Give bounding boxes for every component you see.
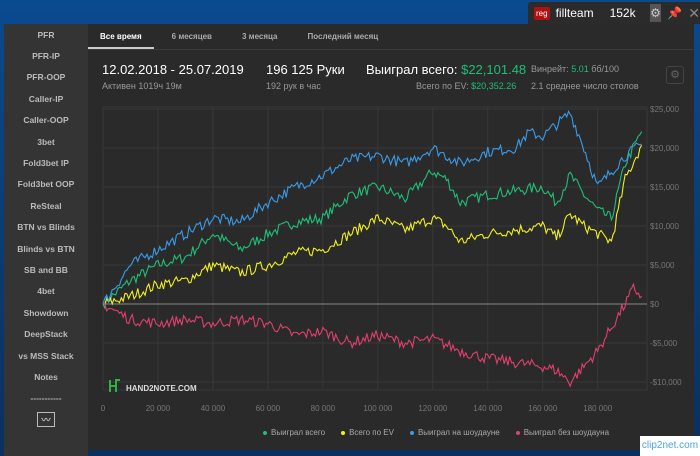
sidebar-item[interactable]: vs MSS Stack (18, 350, 74, 361)
winrate-unit: бб/100 (591, 64, 620, 74)
plot-frame (102, 106, 648, 391)
legend-item[interactable]: Выиграл всего (263, 428, 325, 437)
legend-item[interactable]: Выиграл без шоудауна (515, 428, 610, 437)
series-line (102, 110, 642, 305)
summary: 12.02.2018 - 25.07.2019 Активен 1019ч 19… (88, 50, 694, 100)
sidebar-item[interactable]: ----------- (30, 393, 62, 404)
sidebar-item[interactable]: Fold3bet IP (23, 158, 69, 169)
ev-label: Всего по EV: (416, 81, 469, 91)
x-tick-label: 120 000 (418, 404, 447, 413)
y-tick-label: $0 (650, 300, 659, 309)
won-label: Выиграл всего: (366, 62, 458, 77)
period-tabs: Все время 6 месяцев 3 месяца Последний меся… (88, 24, 694, 50)
date-range: 12.02.2018 - 25.07.2019 (102, 62, 244, 77)
legend-label: Выиграл без шоудауна (523, 428, 610, 437)
legend-item[interactable]: Всего по EV (341, 428, 394, 437)
hand2note-logo-icon (109, 379, 120, 392)
series-line (102, 131, 643, 310)
sidebar-item[interactable]: BTN vs Blinds (17, 222, 75, 233)
x-tick-label: 80 000 (311, 404, 336, 413)
avg-tables: 2.1 среднее число столов (531, 81, 639, 91)
y-tick-label: -$5,000 (650, 339, 678, 348)
legend-label: Всего по EV (349, 428, 394, 437)
y-tick-label: -$10,000 (650, 378, 682, 387)
sidebar-item[interactable]: Showdown (23, 307, 69, 318)
hud-topbar: reg fillteam 152k ⚙ 📌 ✕ (528, 2, 700, 24)
sidebar-item[interactable]: 4bet (37, 286, 55, 297)
player-name: fillteam (555, 6, 594, 20)
x-tick-label: 160 000 (528, 404, 557, 413)
tab[interactable]: Все время (88, 24, 154, 49)
settings-gear-icon[interactable]: ⚙ (666, 66, 684, 84)
legend-item[interactable]: Выиграл на шоудауне (409, 428, 500, 437)
close-icon[interactable]: ✕ (688, 4, 700, 21)
sidebar-item[interactable]: PFR-OOP (26, 72, 66, 83)
legend-label: Выиграл всего (271, 428, 326, 437)
tab[interactable]: 3 месяца (241, 32, 278, 41)
hand2note-logo: HAND2NOTE.COM (126, 384, 197, 393)
won-value: $22,101.48 (461, 62, 527, 77)
chart-legend: Выиграл всего Всего по EV Выиграл на шоуда… (263, 428, 609, 437)
y-tick-label: $25,000 (650, 105, 679, 114)
hands-total: 196 125 Руки (266, 62, 345, 77)
sidebar: PFR PFR-IP PFR-OOP Caller-IP Caller-OOP 3bet F… (4, 24, 88, 456)
winrate-value: 5.01 (571, 64, 589, 74)
series-line (102, 145, 643, 306)
pin-icon[interactable]: 📌 (667, 6, 683, 20)
sidebar-item[interactable]: Notes (34, 371, 58, 382)
tab[interactable]: 6 месяцев (171, 32, 212, 41)
sidebar-item[interactable]: Fold3bet OOP (17, 179, 75, 190)
tab[interactable]: Последний месяц (307, 32, 379, 41)
sidebar-item[interactable]: Caller-OOP (23, 115, 69, 126)
legend-label: Выиграл на шоудауне (417, 428, 500, 437)
sidebar-item[interactable]: Blinds vs BTN (17, 243, 75, 254)
y-tick-label: $20,000 (650, 144, 679, 153)
sidebar-item[interactable]: ReSteal (30, 200, 62, 211)
x-tick-label: 20 000 (146, 404, 171, 413)
hands-per-hour: 192 рук в час (266, 81, 321, 91)
y-tick-label: $15,000 (650, 183, 679, 192)
x-tick-label: 0 (101, 404, 106, 413)
sidebar-item[interactable]: PFR-IP (32, 51, 60, 62)
y-tick-label: $10,000 (650, 222, 679, 231)
reg-badge: reg (534, 6, 550, 20)
sidebar-item[interactable]: Caller-IP (28, 93, 64, 104)
stats-panel: Все время 6 месяцев 3 месяца Последний меся… (88, 24, 694, 450)
x-tick-label: 140 000 (473, 404, 502, 413)
sidebar-item[interactable]: DeepStack (24, 329, 68, 340)
sidebar-item[interactable]: SB and BB (24, 264, 68, 275)
ev-value: $20,352.26 (471, 81, 517, 91)
x-tick-label: 60 000 (256, 404, 281, 413)
chart-icon[interactable]: 〰 (4, 409, 88, 430)
series-line (102, 282, 643, 388)
watermark: clip2net.com (640, 436, 700, 456)
sidebar-item[interactable]: PFR (37, 29, 55, 40)
x-tick-label: 40 000 (201, 404, 226, 413)
active-time: Активен 1019ч 19м (102, 81, 182, 91)
sidebar-item[interactable]: 3bet (37, 136, 55, 147)
winrate-label: Винрейт: (531, 64, 569, 74)
y-tick-label: $5,000 (650, 261, 675, 270)
x-tick-label: 180 000 (583, 404, 612, 413)
hands-count: 152k (609, 6, 636, 20)
gear-icon[interactable]: ⚙ (649, 4, 662, 22)
x-tick-label: 100 000 (363, 404, 392, 413)
